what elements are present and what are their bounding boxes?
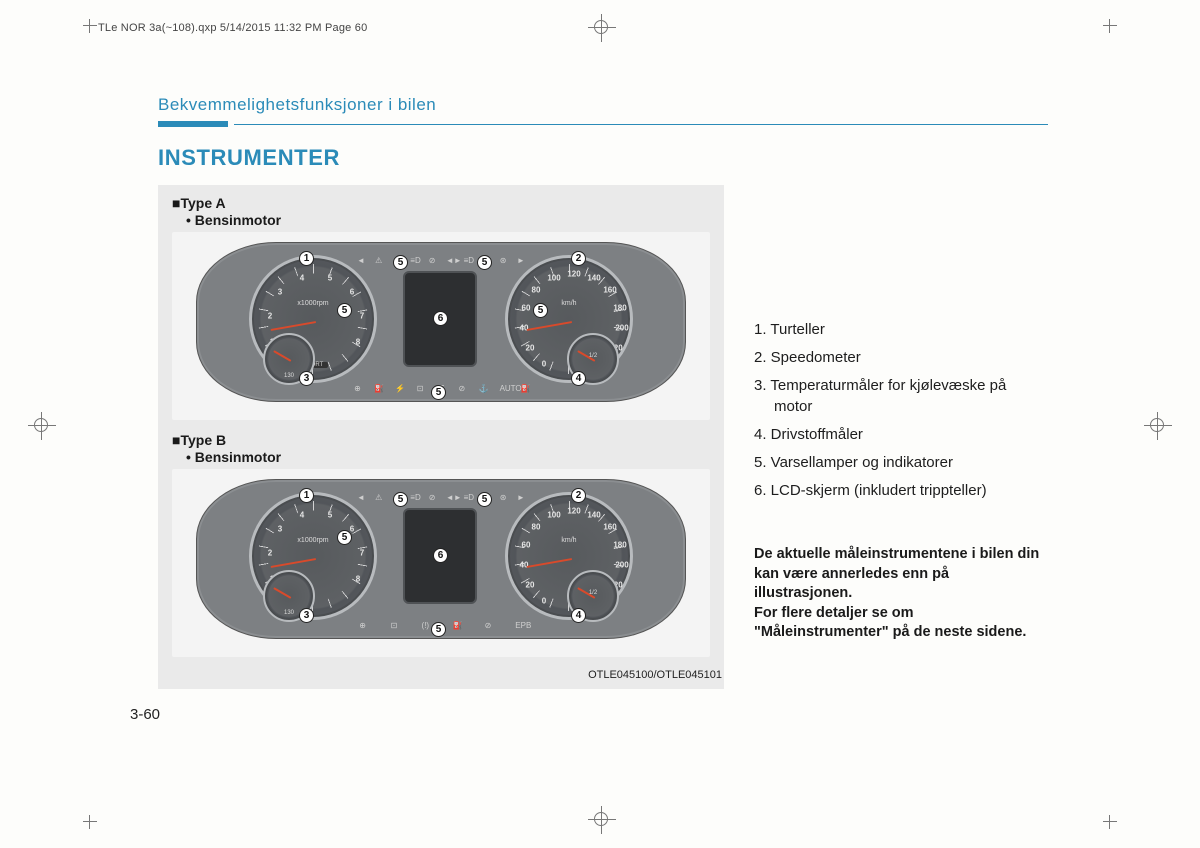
registration-mark — [588, 806, 616, 834]
legend-item: 3. Temperaturmåler for kjølevæske på mot… — [754, 375, 1048, 417]
callout-5e: 5 — [201, 385, 216, 400]
instrument-cluster: ◄⚠≡≡D⊘◄►≡D⊘⊛► ⊕⊡(!)⛽⊘EPB x1000rpm 0 1 2 … — [196, 479, 686, 639]
section-header: Bekvemmelighetsfunksjoner i bilen — [158, 95, 1048, 115]
legend-column: 1. Turteller 2. Speedometer 3. Temperatu… — [754, 185, 1048, 643]
registration-mark — [1144, 412, 1172, 440]
callout-5g: 5 — [669, 385, 684, 400]
registration-mark — [28, 412, 56, 440]
callout-1: 1 — [299, 488, 314, 503]
registration-mark — [588, 14, 616, 42]
instrument-cluster: ◄⚠≡≡D⊘◄►≡D⊘⊛► ⊕⛽⚡⊡☰⊘⚓AUTO⛽ x1000rpm 0 1 … — [196, 242, 686, 402]
callout-5d: 5 — [533, 303, 548, 318]
callout-5d: 5 — [201, 622, 216, 637]
page-body: Bekvemmelighetsfunksjoner i bilen INSTRU… — [158, 95, 1048, 689]
diagram-type-label: ■Type A — [172, 195, 724, 211]
callout-4: 4 — [571, 371, 586, 386]
legend-item: 4. Drivstoffmåler — [754, 424, 1048, 445]
callout-4: 4 — [571, 608, 586, 623]
callout-5: 5 — [393, 255, 408, 270]
diagram-subtype: • Bensinmotor — [186, 212, 724, 228]
crop-mark — [78, 810, 102, 834]
crop-mark — [1098, 14, 1122, 38]
page-title: INSTRUMENTER — [158, 145, 1048, 171]
image-reference-code: OTLE045100/OTLE045101 — [158, 669, 722, 681]
legend-list: 1. Turteller 2. Speedometer 3. Temperatu… — [754, 319, 1048, 501]
callout-5c: 5 — [337, 303, 352, 318]
diagram-type-label: ■Type B — [172, 432, 724, 448]
callout-3: 3 — [299, 371, 314, 386]
callout-2: 2 — [571, 488, 586, 503]
warning-indicator-strip: ◄⚠≡≡D⊘◄►≡D⊘⊛► — [357, 493, 525, 503]
callout-5f: 5 — [431, 385, 446, 400]
callout-5e: 5 — [431, 622, 446, 637]
crop-mark — [1098, 810, 1122, 834]
legend-item: 5. Varsellamper og indikatorer — [754, 452, 1048, 473]
warning-indicator-strip: ◄⚠≡≡D⊘◄►≡D⊘⊛► — [357, 256, 525, 266]
note-text: De aktuelle måleinstrumentene i bilen di… — [754, 545, 1048, 643]
legend-item: 1. Turteller — [754, 319, 1048, 340]
callout-6: 6 — [433, 311, 448, 326]
callout-5b: 5 — [477, 492, 492, 507]
section-rule — [158, 121, 1048, 127]
callout-5b: 5 — [477, 255, 492, 270]
diagram-column: ■Type A • Bensinmotor ◄⚠≡≡D⊘◄►≡D⊘⊛► ⊕⛽⚡⊡… — [158, 185, 724, 689]
print-header: TLe NOR 3a(~108).qxp 5/14/2015 11:32 PM … — [98, 22, 367, 34]
page-number: 3-60 — [130, 706, 160, 723]
cluster-panel-b: ◄⚠≡≡D⊘◄►≡D⊘⊛► ⊕⊡(!)⛽⊘EPB x1000rpm 0 1 2 … — [172, 469, 710, 657]
callout-5c: 5 — [337, 530, 352, 545]
legend-item: 2. Speedometer — [754, 347, 1048, 368]
crop-mark — [78, 14, 102, 38]
cluster-panel-a: ◄⚠≡≡D⊘◄►≡D⊘⊛► ⊕⛽⚡⊡☰⊘⚓AUTO⛽ x1000rpm 0 1 … — [172, 232, 710, 420]
diagram-subtype: • Bensinmotor — [186, 449, 724, 465]
callout-5f: 5 — [669, 622, 684, 637]
callout-2: 2 — [571, 251, 586, 266]
callout-6: 6 — [433, 548, 448, 563]
callout-5: 5 — [393, 492, 408, 507]
legend-item: 6. LCD-skjerm (inkludert trippteller) — [754, 480, 1048, 501]
callout-3: 3 — [299, 608, 314, 623]
callout-1: 1 — [299, 251, 314, 266]
